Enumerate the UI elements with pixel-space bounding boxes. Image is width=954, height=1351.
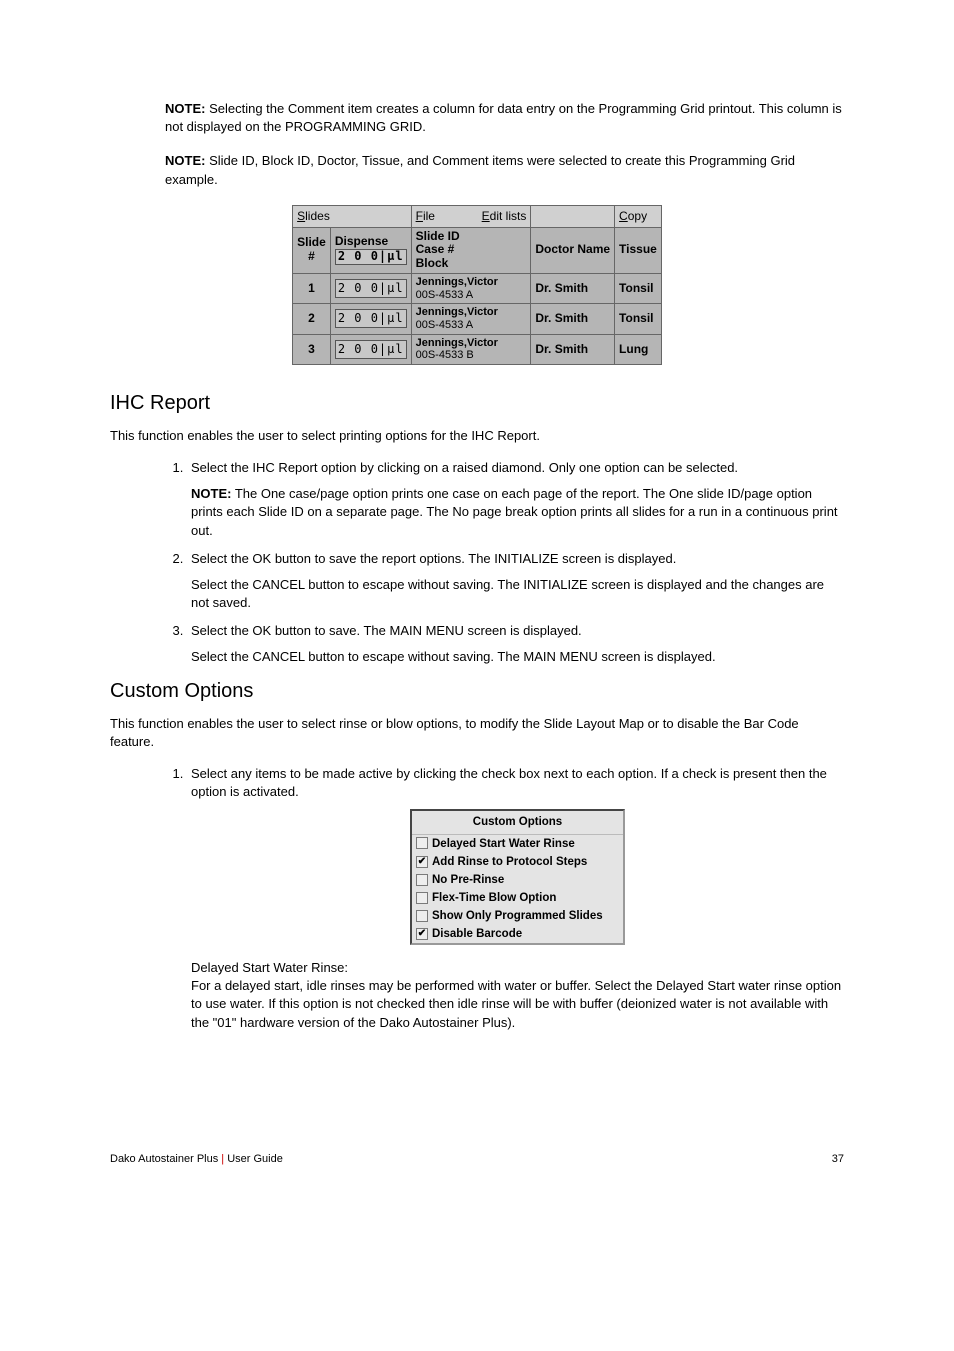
footer-page: 37 bbox=[832, 1152, 844, 1167]
ihc-intro: This function enables the user to select… bbox=[110, 427, 844, 445]
note-2: NOTE: Slide ID, Block ID, Doctor, Tissue… bbox=[165, 152, 844, 188]
row-tissue: Tonsil bbox=[615, 304, 662, 334]
note-1-text: Selecting the Comment item creates a col… bbox=[165, 101, 842, 134]
ihc-step-3b: Select the CANCEL button to escape witho… bbox=[191, 648, 844, 666]
row-slideid: Jennings,Victor00S-4533 A bbox=[411, 273, 531, 303]
ihc-step-1: Select the IHC Report option by clicking… bbox=[187, 459, 844, 540]
note-1-label: NOTE: bbox=[165, 101, 205, 116]
ihc-step-2b: Select the CANCEL button to escape witho… bbox=[191, 576, 844, 612]
page-footer: Dako Autostainer Plus | User Guide 37 bbox=[110, 1152, 844, 1167]
note-1: NOTE: Selecting the Comment item creates… bbox=[165, 100, 844, 136]
delayed-title: Delayed Start Water Rinse: bbox=[191, 960, 348, 975]
custom-options-box: Custom Options Delayed Start Water Rinse… bbox=[410, 809, 625, 945]
col-slideid-case-block: Slide ID Case # Block bbox=[411, 227, 531, 273]
ihc-step-1-note: NOTE: The One case/page option prints on… bbox=[191, 485, 844, 540]
footer-left: Dako Autostainer Plus | User Guide bbox=[110, 1152, 283, 1167]
custom-option[interactable]: Add Rinse to Protocol Steps bbox=[412, 853, 623, 871]
row-slideid: Jennings,Victor00S-4533 A bbox=[411, 304, 531, 334]
programming-grid-table: Slides File Edit lists Copy Slide # Disp… bbox=[292, 205, 662, 365]
delayed-body: For a delayed start, idle rinses may be … bbox=[191, 978, 841, 1029]
table-row: 12 0 0|µlJennings,Victor00S-4533 ADr. Sm… bbox=[293, 273, 662, 303]
custom-option[interactable]: Show Only Programmed Slides bbox=[412, 907, 623, 925]
custom-heading: Custom Options bbox=[110, 677, 844, 705]
table-row: 22 0 0|µlJennings,Victor00S-4533 ADr. Sm… bbox=[293, 304, 662, 334]
col-tissue: Tissue bbox=[615, 227, 662, 273]
row-dispense: 2 0 0|µl bbox=[330, 273, 411, 303]
col-dispense: Dispense 2 0 0|µl bbox=[330, 227, 411, 273]
ihc-heading: IHC Report bbox=[110, 389, 844, 417]
row-dispense: 2 0 0|µl bbox=[330, 304, 411, 334]
row-tissue: Lung bbox=[615, 334, 662, 364]
col-slide-no: Slide # bbox=[293, 227, 331, 273]
row-dispense: 2 0 0|µl bbox=[330, 334, 411, 364]
row-slideid: Jennings,Victor00S-4533 B bbox=[411, 334, 531, 364]
menu-slides[interactable]: Slides bbox=[293, 205, 411, 227]
col-doctor: Doctor Name bbox=[531, 227, 615, 273]
row-slide-no: 1 bbox=[293, 273, 331, 303]
custom-option[interactable]: Disable Barcode bbox=[412, 925, 623, 943]
custom-option[interactable]: Flex-Time Blow Option bbox=[412, 889, 623, 907]
row-tissue: Tonsil bbox=[615, 273, 662, 303]
row-doctor: Dr. Smith bbox=[531, 304, 615, 334]
row-doctor: Dr. Smith bbox=[531, 334, 615, 364]
note-2-label: NOTE: bbox=[165, 153, 205, 168]
ihc-steps: Select the IHC Report option by clicking… bbox=[165, 459, 844, 667]
row-slide-no: 2 bbox=[293, 304, 331, 334]
menu-spacer bbox=[531, 205, 615, 227]
ihc-step-3: Select the OK button to save. The MAIN M… bbox=[187, 622, 844, 666]
row-doctor: Dr. Smith bbox=[531, 273, 615, 303]
custom-option[interactable]: Delayed Start Water Rinse bbox=[412, 835, 623, 853]
row-slide-no: 3 bbox=[293, 334, 331, 364]
ihc-step-2: Select the OK button to save the report … bbox=[187, 550, 844, 613]
table-row: 32 0 0|µlJennings,Victor00S-4533 BDr. Sm… bbox=[293, 334, 662, 364]
menu-copy[interactable]: Copy bbox=[615, 205, 662, 227]
note-2-text: Slide ID, Block ID, Doctor, Tissue, and … bbox=[165, 153, 795, 186]
menu-file-editlists[interactable]: File Edit lists bbox=[411, 205, 531, 227]
custom-steps: Select any items to be made active by cl… bbox=[165, 765, 844, 1032]
custom-step-1: Select any items to be made active by cl… bbox=[187, 765, 844, 1032]
custom-option[interactable]: No Pre-Rinse bbox=[412, 871, 623, 889]
custom-options-title: Custom Options bbox=[412, 811, 623, 834]
custom-intro: This function enables the user to select… bbox=[110, 715, 844, 751]
